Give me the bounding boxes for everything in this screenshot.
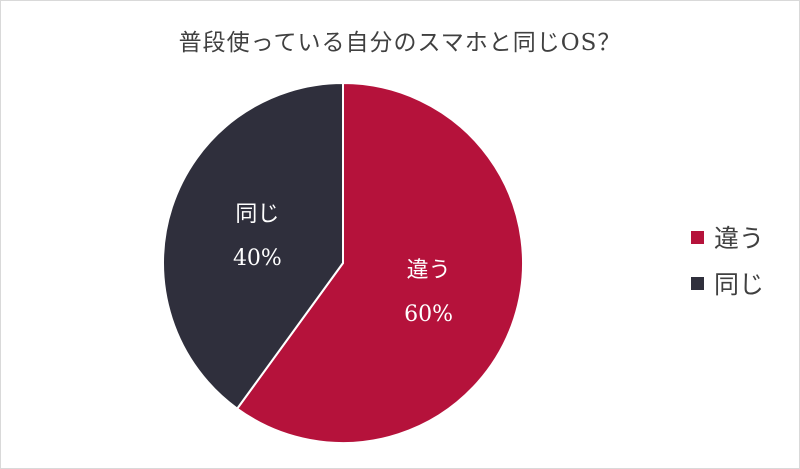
legend-item-chigau: 違う — [691, 220, 764, 254]
chart-title: 普段使っている自分のスマホと同じOS？ — [178, 30, 622, 56]
data-label-category-onaji: 同じ — [235, 202, 279, 227]
data-label-category-chigau: 違う — [407, 258, 451, 283]
data-label-value-onaji: 40% — [233, 246, 282, 271]
legend-label-chigau: 違う — [714, 224, 765, 253]
legend-swatch-onaji — [691, 276, 704, 290]
legend: 違う 同じ — [691, 220, 764, 312]
legend-swatch-chigau — [691, 230, 704, 244]
pie-slice-onaji — [162, 81, 344, 411]
legend-item-onaji: 同じ — [691, 266, 764, 300]
pie-slice-chigau — [235, 81, 524, 444]
legend-label-onaji: 同じ — [714, 270, 765, 299]
data-label-value-chigau: 60% — [404, 302, 453, 327]
